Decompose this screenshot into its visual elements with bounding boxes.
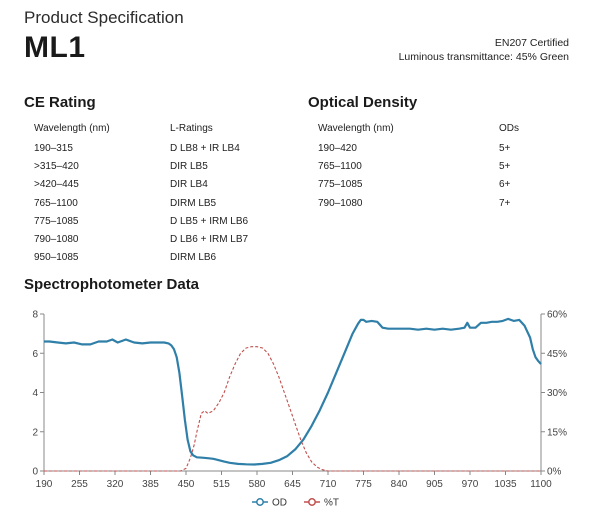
ce-wavelength-header: Wavelength (nm): [34, 123, 110, 134]
series-line-t: [44, 346, 541, 472]
x-tick-label: 255: [71, 479, 88, 490]
legend-swatch-marker: [256, 498, 264, 506]
y-tick-label: 8: [32, 310, 38, 321]
ce-rating-value-cell: DIRM LB6: [170, 252, 217, 264]
y-tick-label: 0: [32, 467, 38, 478]
x-tick-label: 580: [249, 479, 266, 490]
legend-label: OD: [272, 498, 287, 509]
ce-rating-value-cell: D LB8 + IR LB4: [170, 143, 240, 154]
ce-rating-wavelength-cell: 765–1100: [34, 197, 78, 209]
ce-rating-wavelength-cell: 190–315: [34, 143, 73, 154]
x-tick-label: 515: [213, 479, 230, 490]
ce-rating-wavelength-cell: >315–420: [34, 161, 79, 173]
ce-rating-value-cell: D LB5 + IRM LB6: [170, 215, 249, 227]
x-tick-label: 710: [320, 479, 337, 490]
od-wavelength-header: Wavelength (nm): [318, 123, 394, 134]
luminous-transmittance-text: Luminous transmittance: 45% Green: [398, 51, 569, 63]
x-tick-label: 905: [426, 479, 443, 490]
x-tick-label: 645: [284, 479, 301, 490]
y2-tick-label: 30%: [547, 388, 567, 399]
ce-rating-wavelength-cell: 790–1080: [34, 234, 79, 245]
series-line-od: [44, 317, 542, 466]
od-value-cell: 5+: [499, 143, 511, 154]
ce-rating-heading: CE Rating: [24, 94, 96, 111]
legend-label: %T: [324, 498, 339, 509]
x-tick-label: 1100: [530, 479, 552, 490]
y-tick-label: 4: [32, 388, 38, 399]
ce-rating-wavelength-cell: >420–445: [34, 179, 79, 191]
optical-density-table: Wavelength (nm) ODs 190–420 5+ 765–1100 5+ 7…: [318, 123, 568, 223]
x-tick-label: 1035: [494, 479, 517, 490]
y-tick-label: 6: [32, 349, 38, 360]
od-wavelength-cell: 775–1085: [318, 179, 363, 191]
ce-rating-value-cell: DIR LB4: [170, 179, 208, 191]
legend-swatch-marker: [308, 498, 316, 506]
y2-tick-label: 60%: [547, 310, 567, 321]
y-tick-label: 2: [32, 427, 38, 438]
ce-rating-value-cell: D LB6 + IRM LB7: [170, 234, 249, 245]
x-tick-label: 970: [462, 479, 479, 490]
ce-rating-value-cell: DIR LB5: [170, 161, 208, 173]
ce-rating-table: Wavelength (nm) L-Ratings 190–315 D LB8 +…: [34, 123, 284, 263]
ce-rating-wavelength-cell: 775–1085: [34, 215, 79, 227]
x-tick-label: 840: [391, 479, 408, 490]
x-tick-label: 385: [142, 479, 159, 490]
y2-tick-label: 45%: [547, 349, 567, 360]
certification-text: EN207 Certified: [494, 37, 569, 49]
spectrophotometer-chart: 190 255 320 385 450 515 580 645 710 775 840 905 970 1…: [32, 310, 567, 509]
x-tick-label: 320: [107, 479, 124, 490]
od-wavelength-cell: 765–1100: [318, 161, 362, 173]
od-value-cell: 7+: [499, 197, 511, 209]
od-value-cell: 5+: [499, 161, 511, 173]
chart-title: Spectrophotometer Data: [24, 276, 200, 293]
y2-tick-label: 15%: [547, 427, 567, 438]
od-value-header: ODs: [499, 123, 519, 134]
optical-density-heading: Optical Density: [308, 94, 418, 111]
product-spec-heading: Product Specification: [24, 8, 184, 27]
x-tick-label: 775: [355, 479, 372, 490]
y2-tick-label: 0%: [547, 467, 562, 478]
model-title: ML1: [24, 31, 86, 64]
x-tick-label: 190: [36, 479, 53, 490]
od-wavelength-cell: 190–420: [318, 143, 357, 154]
ce-lratings-header: L-Ratings: [170, 123, 213, 134]
ce-rating-wavelength-cell: 950–1085: [34, 252, 79, 264]
x-tick-label: 450: [178, 479, 195, 490]
od-value-cell: 6+: [499, 179, 511, 191]
ce-rating-value-cell: DIRM LB5: [170, 197, 217, 209]
od-wavelength-cell: 790–1080: [318, 197, 363, 209]
